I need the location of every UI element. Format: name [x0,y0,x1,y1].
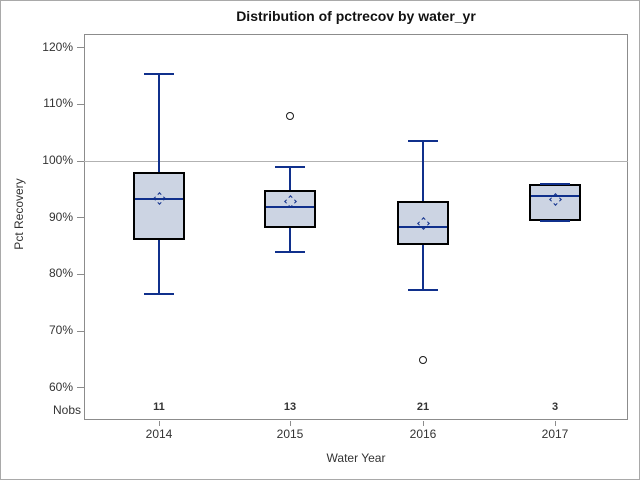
y-tick-label: 70% [48,323,73,337]
y-tick-label: 120% [42,39,73,54]
y-tick-mark [77,273,84,275]
y-tick-label: 110% [43,96,73,111]
y-tick-label: 60% [48,379,73,394]
x-axis-title: Water Year [326,451,386,465]
y-tick-label: 100% [42,153,73,167]
y-tick-label: 80% [48,266,73,281]
x-tick-mark [289,421,291,426]
x-tick-label: 2017 [541,427,569,441]
y-tick-mark [77,387,84,389]
x-tick-mark [422,421,424,426]
y-tick-mark [77,47,84,49]
y-tick-mark [77,103,84,105]
chart-title: Distribution of pctrecov by water_yr [236,8,476,24]
x-tick-mark [158,421,160,426]
y-tick-mark [77,330,84,332]
x-tick-label: 2014 [145,427,173,441]
x-tick-mark [554,421,556,426]
x-tick-label: 2015 [276,427,304,441]
nobs-row-label: Nobs [52,403,81,417]
y-tick-mark [77,160,84,162]
y-tick-mark [77,217,84,219]
y-axis-title: Pct Recovery [12,178,26,250]
x-tick-label: 2016 [409,427,437,441]
y-tick-label: 90% [48,209,73,224]
plot-area [84,34,628,420]
